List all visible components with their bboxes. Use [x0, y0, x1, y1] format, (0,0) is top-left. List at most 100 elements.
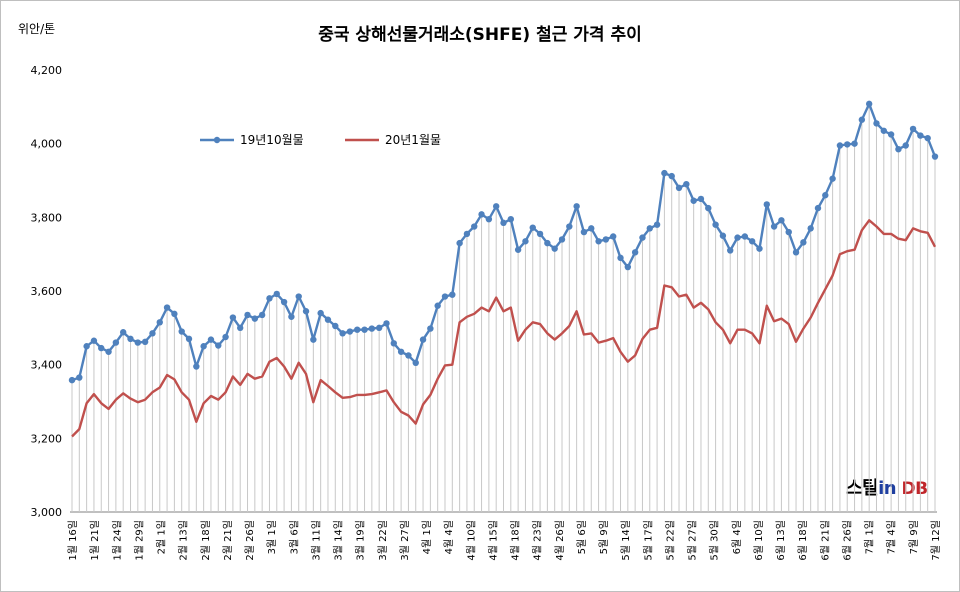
x-tick-label: 2월 13일 [178, 520, 190, 561]
series-point-19y10m [68, 376, 76, 384]
series-point-19y10m [83, 343, 90, 350]
series-point-19y10m [229, 314, 237, 321]
chart-title: 중국 상해선물거래소(SHFE) 철근 가격 추이 [318, 25, 642, 45]
series-point-19y10m [814, 204, 822, 212]
series-point-19y10m [602, 236, 610, 243]
x-tick-label: 1월 21일 [89, 520, 101, 561]
series-point-19y10m [368, 325, 376, 332]
legend-item-19y10m-marker [213, 136, 221, 144]
legend-item-19y10m-label: 19년10월물 [240, 133, 304, 147]
series-point-19y10m [748, 238, 756, 245]
series-point-19y10m [566, 223, 573, 230]
series-point-19y10m [456, 239, 463, 247]
x-tick-label: 4월 23일 [532, 520, 544, 561]
x-tick-label: 5월 27일 [687, 520, 699, 561]
x-tick-label: 2월 21일 [222, 520, 234, 561]
series-point-19y10m [215, 342, 222, 349]
series-point-19y10m [463, 230, 471, 238]
series-point-19y10m [200, 343, 207, 350]
x-tick-label: 2월 1일 [156, 520, 168, 554]
x-tick-label: 6월 10일 [753, 520, 765, 561]
series-point-19y10m [551, 245, 558, 252]
series-point-19y10m [727, 247, 734, 254]
series-point-19y10m [280, 298, 288, 306]
series-point-19y10m [441, 293, 449, 300]
series-point-19y10m [427, 325, 434, 332]
series-point-19y10m [295, 293, 302, 300]
x-tick-label: 3월 22일 [377, 520, 389, 561]
series-point-19y10m [397, 348, 405, 355]
series-line-20y1m [71, 219, 937, 438]
x-tick-label: 6월 21일 [819, 520, 831, 561]
series-point-19y10m [310, 336, 317, 343]
series-point-19y10m [346, 328, 354, 335]
series-point-19y10m [244, 311, 251, 319]
series-point-19y10m [822, 192, 829, 199]
x-tick-label: 1월 16일 [67, 520, 79, 561]
x-tick-label: 3월 11일 [310, 520, 322, 561]
series-point-19y10m [522, 238, 529, 245]
series-point-19y10m [354, 326, 361, 333]
series-point-19y10m [90, 337, 98, 344]
y-tick-label: 3,800 [31, 211, 63, 224]
series-point-19y10m [880, 127, 888, 134]
x-tick-label: 3월 14일 [333, 520, 345, 561]
series-point-19y10m [588, 225, 595, 232]
y-tick-label: 3,400 [31, 359, 63, 372]
x-tick-label: 4월 4일 [443, 520, 455, 554]
series-point-19y10m [324, 316, 332, 323]
series-point-19y10m [719, 232, 727, 239]
series-point-19y10m [171, 310, 178, 318]
series-point-19y10m [332, 322, 339, 330]
y-tick-label: 3,000 [31, 506, 63, 519]
series-point-19y10m [302, 308, 310, 315]
series-point-19y10m [375, 324, 383, 332]
series-point-19y10m [668, 172, 675, 180]
series-point-19y10m [266, 295, 273, 302]
series-point-19y10m [485, 215, 493, 223]
series-point-19y10m [478, 211, 485, 218]
series-point-19y10m [792, 249, 800, 256]
series-point-19y10m [119, 329, 127, 336]
series-point-19y10m [844, 141, 851, 148]
y-tick-label: 4,200 [31, 64, 63, 77]
series-point-19y10m [207, 336, 215, 343]
series-point-19y10m [419, 336, 427, 343]
x-tick-label: 5월 14일 [620, 520, 632, 561]
series-point-19y10m [156, 319, 163, 326]
series-point-19y10m [595, 238, 602, 245]
series-point-19y10m [105, 348, 112, 355]
x-tick-label: 3월 27일 [399, 520, 411, 561]
series-point-19y10m [112, 339, 120, 346]
series-point-19y10m [807, 225, 814, 232]
series-point-19y10m [931, 153, 939, 160]
x-tick-label: 3월 6일 [288, 520, 300, 554]
series-point-19y10m [390, 340, 397, 347]
series-point-19y10m [909, 125, 917, 133]
series-point-19y10m [763, 201, 770, 208]
series-point-19y10m [288, 313, 295, 320]
series-point-19y10m [185, 335, 193, 343]
x-tick-label: 2월 18일 [200, 520, 212, 561]
x-tick-label: 2월 26일 [244, 520, 256, 561]
series-point-19y10m [178, 328, 185, 335]
series-point-19y10m [851, 140, 858, 147]
y-tick-label: 3,600 [31, 285, 63, 298]
series-point-19y10m [383, 320, 390, 327]
series-point-19y10m [631, 249, 639, 256]
series-point-19y10m [141, 338, 149, 346]
x-tick-label: 7월 4일 [886, 520, 898, 554]
series-point-19y10m [712, 221, 719, 228]
series-point-19y10m [193, 363, 200, 370]
series-point-19y10m [544, 239, 551, 247]
series-point-19y10m [617, 254, 624, 262]
series-point-19y10m [858, 116, 866, 123]
x-tick-label: 5월 17일 [642, 520, 654, 561]
x-tick-label: 1월 29일 [133, 520, 145, 561]
series-point-19y10m [639, 234, 646, 241]
series-point-19y10m [887, 131, 895, 138]
x-tick-label: 7월 9일 [908, 520, 920, 554]
series-point-19y10m [222, 333, 229, 341]
logo-part2: in [878, 478, 897, 499]
series-point-19y10m [646, 225, 653, 232]
